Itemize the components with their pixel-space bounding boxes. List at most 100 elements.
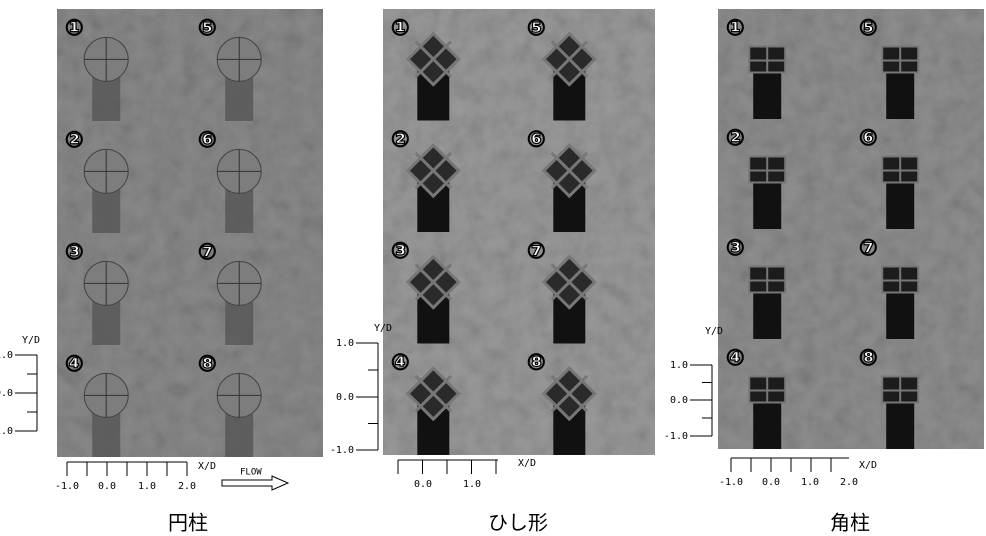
- caption: 円柱: [168, 511, 208, 535]
- photo-frame: ⑦: [851, 229, 984, 339]
- support: [886, 398, 915, 449]
- frame-number: ⑦: [198, 240, 217, 265]
- frame-number: ⑥: [198, 128, 217, 153]
- y-tick-label: 0.0: [0, 388, 13, 399]
- crosshair: [217, 149, 262, 194]
- x-tick-label: 1.0: [138, 481, 156, 492]
- prism-grid: [414, 151, 453, 190]
- crosshair: [217, 373, 262, 418]
- prism-grid: [550, 151, 589, 190]
- photo-frame: ①: [718, 9, 851, 119]
- prism-grid: [414, 263, 453, 301]
- frame-number: ①: [65, 16, 84, 41]
- y-tick-label: 1.0: [670, 360, 688, 371]
- crosshair: [217, 261, 262, 306]
- frame-number: ②: [65, 128, 84, 153]
- caption: 角柱: [830, 511, 870, 535]
- prism-grid: [882, 266, 919, 293]
- frame-number: ④: [726, 346, 745, 371]
- prism-grid: [749, 156, 786, 183]
- x-tick-label: 1.0: [463, 479, 481, 490]
- caption: ひし形: [488, 511, 548, 535]
- flow-label: FLOW: [240, 468, 262, 478]
- support: [753, 68, 782, 119]
- frame-number: ⑥: [859, 126, 878, 151]
- frame-number: ①: [726, 16, 745, 41]
- prism-grid: [414, 374, 453, 413]
- frame-number: ⑤: [859, 16, 878, 41]
- panel: ① ② ③ ④ ⑤ ⑥ ⑦ ⑧ Y/D 1.0 0.0 -1.0 -1.0 0.0 1.0 2.0X/D 円柱: [0, 9, 323, 535]
- x-tick-label: 1.0: [801, 477, 819, 488]
- photo-frame: ⑤: [190, 9, 323, 121]
- frame-number: ③: [65, 240, 84, 265]
- photo-frame: ⑦: [519, 232, 655, 344]
- crosshair: [217, 37, 262, 82]
- photo-frame: ④: [718, 339, 851, 449]
- crosshair: [84, 373, 129, 418]
- prism-grid: [882, 46, 919, 73]
- flow-arrow: FLOW: [221, 468, 290, 491]
- crosshair: [84, 261, 129, 306]
- frame-number: ⑥: [527, 128, 546, 153]
- frame-number: ③: [726, 236, 745, 261]
- photo-frame: ⑧: [519, 343, 655, 455]
- x-tick-label: 0.0: [414, 479, 432, 490]
- y-axis-label: Y/D: [22, 335, 40, 346]
- frame-number: ⑤: [527, 16, 546, 41]
- photo-frame: ③: [57, 233, 190, 345]
- prism-grid: [414, 40, 453, 78]
- y-tick-label: 1.0: [0, 350, 13, 361]
- frame-number: ①: [391, 16, 410, 41]
- photo-frame: ⑦: [190, 233, 323, 345]
- photo-frame: ②: [57, 121, 190, 233]
- frame-number: ⑧: [527, 351, 546, 376]
- prism-grid: [550, 374, 589, 413]
- y-tick-label: 1.0: [336, 338, 354, 349]
- support: [753, 288, 782, 339]
- photo-frame: ④: [383, 343, 519, 455]
- photo-frame: ⑧: [190, 345, 323, 457]
- support: [886, 178, 915, 229]
- photo-frame: ①: [383, 9, 519, 121]
- support: [886, 288, 915, 339]
- frame-number: ③: [391, 239, 410, 264]
- x-axis-label: X/D: [198, 461, 216, 472]
- frame-number: ②: [391, 128, 410, 153]
- support: [886, 68, 915, 119]
- prism-grid: [550, 263, 589, 301]
- y-tick-label: -1.0: [0, 426, 13, 437]
- frame-number: ⑦: [527, 239, 546, 264]
- photo-frame: ⑤: [519, 9, 655, 121]
- prism-grid: [749, 46, 786, 73]
- photo-frame: ③: [718, 229, 851, 339]
- photo-frame: ②: [718, 119, 851, 229]
- support: [753, 178, 782, 229]
- x-tick-label: 0.0: [98, 481, 116, 492]
- x-axis-label: X/D: [859, 460, 877, 471]
- y-axis-label: Y/D: [374, 323, 392, 334]
- prism-grid: [749, 376, 786, 403]
- crosshair: [84, 37, 129, 82]
- x-tick-label: -1.0: [55, 481, 79, 492]
- photo-frame: ⑥: [190, 121, 323, 233]
- support: [753, 398, 782, 449]
- frame-number: ⑧: [859, 346, 878, 371]
- y-tick-label: 0.0: [336, 392, 354, 403]
- x-tick-label: 2.0: [840, 477, 858, 488]
- prism-grid: [550, 40, 589, 78]
- prism-grid: [749, 266, 786, 293]
- panel: ① ② ③ ④ ⑤ ⑥ ⑦ ⑧ Y/D 1.0 0.0 -1.0 -1.0 0.0 1.0 2.0X/D 角柱: [664, 9, 984, 535]
- frame-number: ⑧: [198, 352, 217, 377]
- prism-grid: [882, 376, 919, 403]
- frame-number: ④: [391, 351, 410, 376]
- frame-number: ④: [65, 352, 84, 377]
- x-axis-label: X/D: [518, 458, 536, 469]
- frame-number: ⑦: [859, 236, 878, 261]
- photo-frame: ②: [383, 120, 519, 232]
- photo-frame: ④: [57, 345, 190, 457]
- frame-number: ②: [726, 126, 745, 151]
- panel: ① ② ③ ④ ⑤ ⑥ ⑦ ⑧ Y/D 1.0 0.0 -1.0 0.0 1.0 X/D ひし形: [330, 9, 655, 535]
- photo-frame: ③: [383, 232, 519, 344]
- x-tick-label: -1.0: [719, 477, 743, 488]
